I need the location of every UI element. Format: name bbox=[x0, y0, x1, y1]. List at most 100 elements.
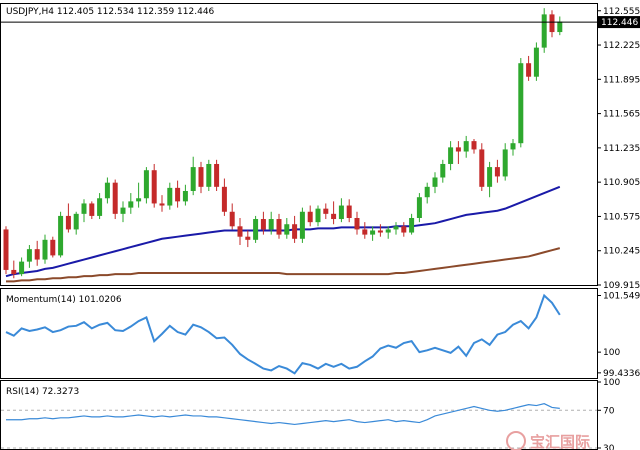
candle-body bbox=[276, 219, 282, 235]
candle-body bbox=[432, 177, 438, 187]
candle-body bbox=[237, 226, 243, 237]
candle-body bbox=[494, 167, 500, 177]
candle-body bbox=[448, 147, 454, 164]
momentum-pane-header: Momentum(14) 101.0206 bbox=[6, 295, 122, 305]
candle-body bbox=[416, 197, 422, 218]
candlestick-series bbox=[3, 8, 563, 279]
candle-body bbox=[307, 211, 313, 223]
price-axis-label: 111.565 bbox=[603, 110, 640, 120]
broker-watermark: 宝汇国际 bbox=[506, 431, 590, 450]
candle-body bbox=[370, 230, 376, 235]
rsi-pane-frame bbox=[0, 380, 598, 450]
candle-body bbox=[331, 213, 337, 220]
candle-body bbox=[299, 211, 305, 239]
candle-body bbox=[73, 213, 79, 230]
candle-body bbox=[34, 249, 40, 260]
candle-body bbox=[104, 182, 110, 199]
price-axis-label: 109.915 bbox=[603, 281, 640, 291]
candle-body bbox=[3, 229, 9, 270]
candle-body bbox=[167, 187, 173, 206]
candle-body bbox=[315, 208, 321, 223]
candle-body bbox=[42, 239, 48, 260]
price-pane-frame bbox=[0, 3, 598, 286]
candle-body bbox=[120, 207, 126, 214]
momentum-axis: 101.5495 100 99.4336 bbox=[598, 292, 640, 379]
candle-body bbox=[440, 163, 446, 178]
ma-slow-path bbox=[6, 247, 561, 283]
candle-body bbox=[455, 147, 461, 152]
candle-body bbox=[214, 163, 220, 187]
price-axis-label: 112.225 bbox=[603, 41, 640, 51]
candle-body bbox=[206, 163, 212, 187]
candle-body bbox=[253, 219, 259, 240]
candle-body bbox=[479, 149, 485, 187]
momentum-line bbox=[5, 293, 561, 375]
rsi-pane[interactable]: RSI(14) 72.3273 100 70 30 bbox=[0, 378, 621, 450]
candle-body bbox=[89, 203, 95, 216]
candle-body bbox=[11, 269, 17, 275]
price-axis-label: 110.245 bbox=[603, 247, 640, 257]
candle-body bbox=[424, 186, 430, 198]
rsi-axis: 100 70 30 bbox=[598, 378, 620, 450]
price-pane-header: USDJPY,H4 112.405 112.534 112.359 112.44… bbox=[6, 7, 215, 17]
candle-body bbox=[510, 143, 516, 150]
candle-body bbox=[136, 198, 142, 202]
candle-body bbox=[268, 219, 274, 230]
candle-body bbox=[502, 149, 508, 177]
price-axis-label: 111.895 bbox=[603, 75, 640, 85]
candle-body bbox=[159, 203, 165, 206]
candle-body bbox=[190, 167, 196, 191]
candle-body bbox=[50, 239, 56, 256]
current-price-tag-text: 112.446 bbox=[601, 18, 638, 28]
candle-body bbox=[175, 187, 181, 202]
candle-body bbox=[401, 226, 407, 233]
candle-body bbox=[323, 208, 329, 214]
price-axis: 112.555 112.225 111.895 111.565 111.235 110.9… bbox=[598, 7, 640, 291]
candle-body bbox=[260, 219, 266, 230]
candle-body bbox=[112, 182, 118, 214]
rsi-axis-label: 30 bbox=[603, 444, 615, 450]
candle-body bbox=[409, 217, 415, 233]
candle-body bbox=[377, 230, 383, 233]
rsi-axis-label: 70 bbox=[603, 406, 615, 416]
price-axis-label: 112.555 bbox=[603, 7, 640, 17]
candle-body bbox=[346, 205, 352, 218]
candle-body bbox=[19, 261, 25, 275]
candle-body bbox=[58, 215, 64, 256]
candle-body bbox=[354, 217, 360, 230]
candle-body bbox=[541, 14, 547, 48]
ma-fast-line bbox=[5, 185, 561, 278]
candle-body bbox=[338, 205, 344, 220]
rsi-axis-label: 100 bbox=[603, 378, 620, 388]
watermark-logo-icon bbox=[506, 431, 526, 450]
candle-body bbox=[97, 198, 103, 216]
candle-body bbox=[487, 167, 493, 187]
momentum-pane[interactable]: Momentum(14) 101.0206 101.5495 100 99.4336 bbox=[0, 288, 640, 379]
rsi-path bbox=[6, 403, 560, 426]
candle-body bbox=[292, 224, 298, 239]
candle-body bbox=[65, 215, 71, 230]
candle-body bbox=[221, 186, 227, 212]
candle-body bbox=[81, 203, 87, 214]
rsi-pane-header: RSI(14) 72.3273 bbox=[6, 387, 79, 397]
candle-body bbox=[198, 167, 204, 187]
rsi-line bbox=[6, 403, 560, 426]
candle-body bbox=[549, 14, 555, 33]
candle-body bbox=[385, 229, 391, 233]
momentum-axis-label: 101.5495 bbox=[603, 292, 640, 302]
watermark-text: 宝汇国际 bbox=[530, 433, 590, 450]
momentum-axis-label: 100 bbox=[603, 348, 620, 358]
ma-fast-path bbox=[5, 185, 561, 278]
price-axis-label: 110.575 bbox=[603, 212, 640, 222]
ma-slow-line bbox=[6, 247, 561, 283]
candle-body bbox=[26, 249, 32, 262]
candle-body bbox=[284, 224, 290, 235]
candle-body bbox=[557, 21, 563, 33]
current-price-tag-bg bbox=[598, 16, 640, 29]
candle-body bbox=[151, 170, 157, 204]
candle-body bbox=[245, 236, 251, 240]
candle-body bbox=[526, 63, 532, 77]
momentum-path bbox=[5, 293, 561, 375]
price-pane[interactable]: USDJPY,H4 112.405 112.534 112.359 112.44… bbox=[0, 3, 640, 292]
